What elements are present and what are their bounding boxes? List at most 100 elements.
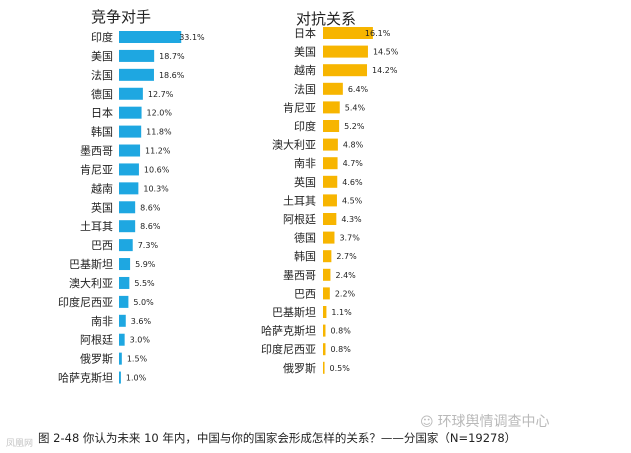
competitor-category-label: 德国	[91, 87, 113, 101]
competitor-category-label: 巴西	[91, 239, 113, 252]
rivalry-bar	[323, 157, 338, 170]
rivalry-bar	[323, 361, 325, 374]
rivalry-category-label: 英国	[294, 175, 316, 189]
competitor-value-label: 18.6%	[159, 71, 185, 80]
rivalry-category-label: 南非	[294, 157, 316, 170]
competitor-bar	[119, 371, 121, 384]
rivalry-value-label: 14.5%	[373, 48, 399, 57]
competitor-value-label: 33.1%	[179, 33, 205, 42]
wechat-icon: ☺	[420, 415, 434, 430]
rivalry-category-label: 土耳其	[283, 194, 316, 207]
watermark-text: 环球舆情调查中心	[437, 414, 550, 430]
rivalry-category-label: 肯尼亚	[283, 101, 316, 114]
rivalry-bar	[323, 268, 331, 281]
competitor-value-label: 12.0%	[147, 109, 173, 118]
rivalry-bar	[323, 175, 338, 188]
rivalry-bar	[323, 194, 337, 207]
rivalry-value-label: 14.2%	[372, 66, 398, 75]
competitor-category-label: 巴基斯坦	[69, 257, 113, 271]
rivalry-value-label: 2.2%	[335, 289, 356, 298]
competitor-bar	[119, 239, 133, 252]
corner-watermark: 凤凰网	[6, 439, 34, 449]
competitor-category-label: 美国	[91, 50, 113, 63]
competitor-value-label: 12.7%	[148, 90, 174, 99]
competitor-bar	[119, 144, 141, 157]
rivalry-bar	[323, 120, 340, 132]
rivalry-category-label: 哈萨克斯坦	[261, 324, 316, 338]
rivalry-bar	[323, 101, 340, 114]
competitor-category-label: 日本	[91, 106, 113, 120]
rivalry-value-label: 16.1%	[365, 29, 391, 38]
rivalry-category-label: 巴基斯坦	[272, 305, 316, 319]
rivalry-category-label: 韩国	[294, 249, 316, 263]
watermark: ☺ 环球舆情调查中心	[420, 411, 550, 431]
rivalry-bar	[323, 287, 330, 300]
rivalry-bar	[323, 250, 332, 263]
rivalry-bar	[323, 82, 343, 95]
competitor-category-label: 韩国	[91, 125, 113, 139]
rivalry-value-label: 5.2%	[344, 122, 365, 131]
competitor-bar	[119, 201, 136, 214]
competitor-bar	[119, 106, 142, 119]
competitor-bar	[119, 68, 154, 81]
competitor-category-label: 法国	[91, 68, 113, 82]
competitor-category-label: 肯尼亚	[80, 163, 113, 176]
competitor-category-label: 澳大利亚	[69, 276, 113, 290]
rivalry-category-label: 墨西哥	[283, 269, 316, 282]
competitor-category-label: 墨西哥	[80, 145, 113, 158]
competitor-value-label: 18.7%	[159, 52, 185, 61]
competitor-category-label: 哈萨克斯坦	[58, 371, 113, 385]
rivalry-category-label: 日本	[294, 26, 316, 40]
competitor-bar	[119, 276, 130, 289]
rivalry-bar	[323, 213, 337, 225]
rivalry-category-label: 印度尼西亚	[261, 342, 316, 356]
competitor-value-label: 8.6%	[140, 222, 161, 231]
competitor-value-label: 7.3%	[138, 241, 159, 250]
competitor-value-label: 5.0%	[133, 298, 154, 307]
rivalry-value-label: 4.7%	[343, 159, 364, 168]
rivalry-bar	[323, 324, 326, 337]
competitor-value-label: 5.9%	[135, 260, 156, 269]
rivalry-value-label: 4.3%	[341, 215, 362, 224]
rivalry-value-label: 2.7%	[336, 252, 357, 261]
competitor-category-label: 英国	[91, 200, 113, 214]
rivalry-category-label: 俄罗斯	[283, 362, 316, 375]
rivalry-category-label: 越南	[294, 63, 316, 77]
competitor-value-label: 10.6%	[144, 165, 170, 174]
rivalry-bar	[323, 45, 368, 58]
competitor-bar	[119, 333, 125, 346]
rivalry-category-label: 法国	[294, 82, 316, 96]
figure-caption: 图 2-48 你认为未来 10 年内，中国与你的国家会形成怎样的关系？——分国家…	[38, 431, 517, 445]
rivalry-value-label: 6.4%	[348, 85, 369, 94]
rivalry-value-label: 4.6%	[342, 178, 363, 187]
rivalry-value-label: 0.8%	[330, 345, 351, 354]
competitor-bar	[119, 49, 155, 62]
rivalry-value-label: 4.5%	[342, 196, 363, 205]
competitor-bar	[119, 31, 182, 43]
rivalry-category-label: 德国	[294, 231, 316, 245]
rivalry-category-label: 阿根廷	[283, 212, 316, 226]
competitor-bar	[119, 125, 142, 138]
rivalry-category-label: 巴西	[294, 287, 316, 300]
competitor-value-label: 8.6%	[140, 203, 161, 212]
rivalry-bar	[323, 64, 368, 77]
competitor-bar	[119, 87, 143, 100]
rivalry-chart-title: 对抗关系	[296, 10, 356, 28]
rivalry-value-label: 5.4%	[345, 103, 366, 112]
rivalry-value-label: 0.8%	[330, 327, 351, 336]
competitor-category-label: 印度尼西亚	[58, 295, 113, 309]
rivalry-category-label: 美国	[294, 46, 316, 59]
rivalry-bar	[323, 231, 335, 244]
competitor-bar	[119, 163, 139, 176]
competitor-category-label: 印度	[91, 30, 113, 44]
competitor-bar	[119, 314, 126, 327]
competitor-value-label: 1.0%	[126, 374, 147, 383]
rivalry-bar	[323, 306, 327, 318]
rivalry-value-label: 3.7%	[339, 234, 360, 243]
rivalry-value-label: 2.4%	[335, 271, 356, 280]
rivalry-bar	[323, 343, 326, 356]
competitor-value-label: 11.2%	[145, 147, 171, 156]
competitor-value-label: 3.0%	[130, 336, 151, 345]
